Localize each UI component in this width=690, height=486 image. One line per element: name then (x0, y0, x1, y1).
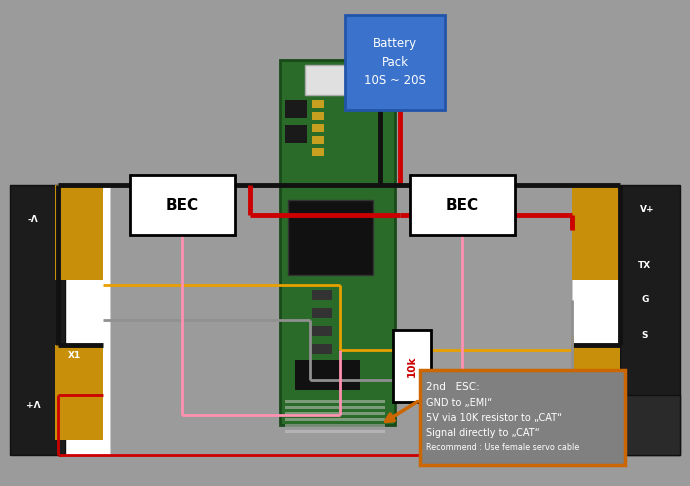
Bar (280, 60, 395, 425)
Text: GND to „EMI“: GND to „EMI“ (426, 398, 492, 408)
Bar (312, 344, 332, 354)
Bar (285, 100, 307, 118)
Bar (410, 175, 515, 235)
Bar (312, 112, 324, 120)
Bar (572, 185, 620, 280)
Text: 2nd   ESC:: 2nd ESC: (426, 382, 480, 392)
Bar (285, 424, 385, 427)
Bar (572, 185, 627, 455)
Bar (312, 124, 324, 132)
Bar (285, 430, 385, 433)
Text: BEC: BEC (446, 197, 479, 212)
Bar (312, 100, 324, 108)
Text: G: G (70, 315, 78, 325)
Bar (288, 200, 373, 275)
Text: X1: X1 (68, 350, 81, 360)
Text: Signal directly to „CAT“: Signal directly to „CAT“ (426, 428, 540, 438)
Bar (605, 395, 680, 455)
Text: Recommend : Use female servo cable: Recommend : Use female servo cable (426, 443, 579, 452)
Bar (620, 185, 680, 455)
Bar (55, 185, 110, 455)
Bar (130, 175, 235, 235)
Text: S: S (642, 330, 648, 340)
Text: 10k: 10k (407, 355, 417, 377)
Bar (285, 406, 385, 409)
Bar (420, 370, 625, 465)
Bar (285, 412, 385, 415)
Bar (572, 345, 620, 440)
Bar (312, 136, 324, 144)
Text: Battery
Pack
10S ~ 20S: Battery Pack 10S ~ 20S (364, 37, 426, 87)
Bar (345, 15, 445, 110)
Bar (312, 308, 332, 318)
Bar (393, 330, 431, 402)
Bar (55, 185, 103, 280)
Bar (285, 400, 385, 403)
Bar (10, 185, 65, 455)
Bar (312, 290, 332, 300)
Text: V+: V+ (640, 206, 654, 214)
Text: G: G (641, 295, 649, 305)
Text: S: S (71, 280, 77, 290)
Text: -Λ: -Λ (28, 215, 39, 225)
Text: TX: TX (638, 260, 651, 270)
Bar (55, 345, 103, 440)
Bar (305, 65, 360, 95)
Text: +Λ: +Λ (26, 400, 40, 410)
Bar (285, 418, 385, 421)
Bar (295, 360, 360, 390)
Text: V-: V- (642, 416, 652, 424)
Bar (312, 326, 332, 336)
Bar (285, 125, 307, 143)
Bar (312, 148, 324, 156)
Text: BEC: BEC (166, 197, 199, 212)
Text: 5V via 10K resistor to „CAT“: 5V via 10K resistor to „CAT“ (426, 413, 562, 423)
